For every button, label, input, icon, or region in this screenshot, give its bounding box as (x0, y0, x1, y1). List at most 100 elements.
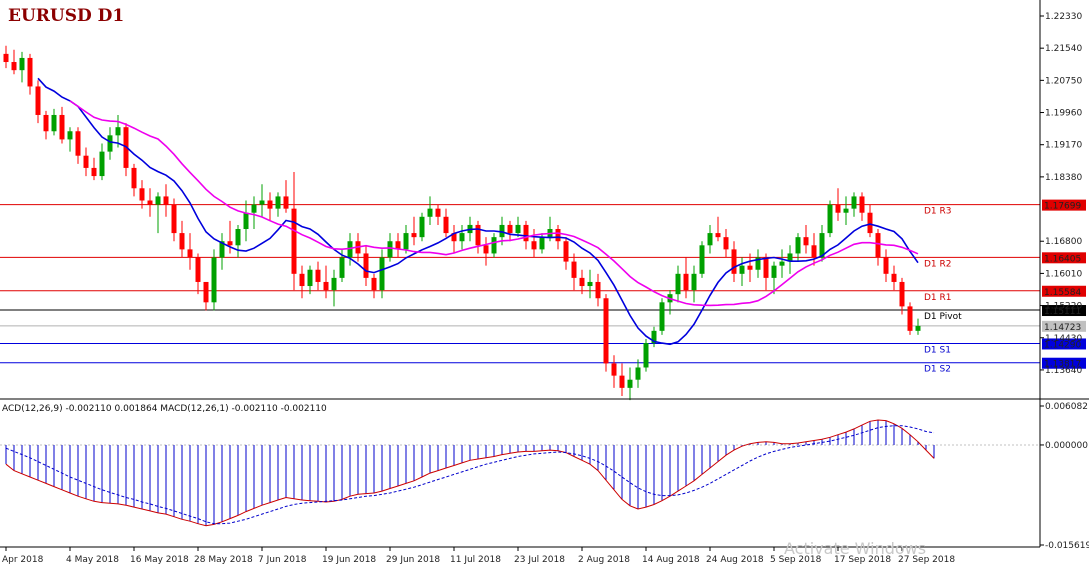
level-price-label: 1.14290 (1044, 340, 1081, 350)
chart-title: EURUSD D1 (8, 6, 124, 26)
candle-body (107, 135, 113, 152)
candle-body (331, 277, 337, 291)
level-price-label: 1.13817 (1044, 360, 1081, 370)
candle-body (83, 155, 89, 168)
candle-body (395, 241, 401, 250)
candle-body (803, 237, 809, 246)
macd-tick-label: -0.015619 (1045, 541, 1089, 551)
candle-body (899, 281, 905, 307)
time-tick-label: 24 Aug 2018 (706, 555, 764, 565)
candle-body (347, 241, 353, 258)
candle-body (515, 224, 521, 234)
time-tick-label: 4 May 2018 (66, 555, 119, 565)
candle-body (131, 167, 137, 189)
time-tick-label: 17 Sep 2018 (834, 555, 891, 565)
candle-body (595, 281, 601, 299)
price-tick-label: 1.20750 (1045, 76, 1082, 86)
level-name-label: D1 S2 (924, 365, 951, 375)
candle-body (659, 302, 665, 331)
candle-body (3, 53, 9, 63)
candle-body (27, 57, 33, 87)
candle-body (11, 62, 17, 71)
candle-body (59, 114, 65, 140)
candle-body (635, 367, 641, 380)
candle-body (811, 245, 817, 258)
candle-body (315, 269, 321, 282)
candle-body (363, 253, 369, 278)
candle-body (603, 298, 609, 364)
candle-body (891, 273, 897, 282)
level-name-label: D1 Pivot (924, 312, 962, 322)
candle-body (371, 277, 377, 291)
candle-body (155, 196, 161, 205)
candle-body (35, 86, 41, 115)
candle-body (739, 265, 745, 274)
candle-body (851, 196, 857, 209)
candle-body (483, 245, 489, 254)
watermark-text: Activate Windows (784, 539, 926, 558)
price-tick-label: 1.16010 (1045, 269, 1082, 279)
candle-body (51, 114, 57, 132)
candle-body (643, 343, 649, 368)
level-price-label: 1.16405 (1044, 254, 1081, 264)
candle-body (275, 196, 281, 209)
candle-body (203, 281, 209, 303)
ma-slow-line (69, 100, 919, 307)
current-price-label: 1.14723 (1044, 323, 1081, 333)
candle-body (435, 208, 441, 217)
candle-body (555, 229, 561, 242)
candle-body (587, 281, 593, 287)
time-tick-label: 19 Jun 2018 (322, 555, 376, 565)
candle-body (835, 204, 841, 213)
candle-body (443, 216, 449, 234)
candle-body (195, 257, 201, 282)
current-price-box (1042, 320, 1086, 332)
candle-body (163, 196, 169, 205)
candle-body (843, 208, 849, 213)
candle-body (819, 233, 825, 258)
candle-body (907, 306, 913, 331)
time-tick-label: Apr 2018 (2, 555, 44, 565)
candle-body (323, 281, 329, 291)
candle-body (67, 131, 73, 140)
candle-body (771, 265, 777, 278)
candle-body (243, 212, 249, 230)
candle-body (419, 216, 425, 238)
price-tick-label: 1.13640 (1045, 366, 1082, 376)
time-tick-label: 11 Jul 2018 (450, 555, 501, 565)
candle-body (707, 233, 713, 246)
price-tick-label: 1.14430 (1045, 334, 1082, 344)
candle-body (787, 253, 793, 262)
macd-tick-label: 0.006082 (1045, 402, 1088, 412)
candle-body (227, 241, 233, 246)
level-name-label: D1 S1 (924, 345, 951, 355)
time-tick-label: 29 Jun 2018 (386, 555, 440, 565)
level-price-label: 1.15584 (1044, 288, 1081, 298)
candle-body (723, 237, 729, 250)
price-tick-label: 1.15220 (1045, 302, 1082, 312)
candle-body (187, 249, 193, 258)
time-tick-label: 23 Jul 2018 (514, 555, 565, 565)
candle-body (91, 167, 97, 177)
price-tick-label: 1.19960 (1045, 109, 1082, 119)
candle-body (403, 233, 409, 250)
time-tick-label: 27 Sep 2018 (898, 555, 955, 565)
candle-body (211, 257, 217, 303)
macd-signal-line (5, 425, 935, 525)
candle-body (491, 237, 497, 254)
level-price-label: 1.15111 (1044, 307, 1081, 317)
candle-body (171, 204, 177, 234)
candle-body (611, 363, 617, 376)
level-price-box (1042, 252, 1086, 264)
time-tick-label: 5 Sep 2018 (770, 555, 822, 565)
level-name-label: D1 R1 (924, 293, 952, 303)
candle-body (571, 261, 577, 278)
candle-body (411, 233, 417, 238)
price-tick-label: 1.22330 (1045, 12, 1082, 22)
candle-body (859, 196, 865, 213)
candle-body (451, 233, 457, 242)
candle-body (627, 379, 633, 388)
candle-body (283, 196, 289, 209)
